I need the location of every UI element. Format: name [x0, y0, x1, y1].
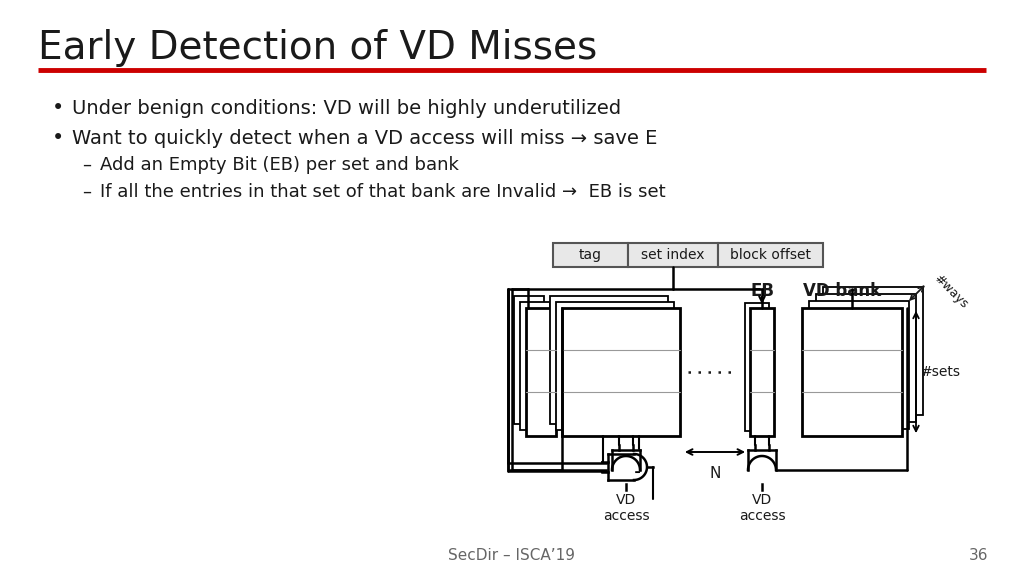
Text: VD
access: VD access [738, 493, 785, 523]
Bar [514, 296, 544, 424]
Polygon shape [612, 450, 640, 470]
Text: Under benign conditions: VD will be highly underutilized: Under benign conditions: VD will be high… [72, 98, 622, 118]
Text: 36: 36 [969, 548, 988, 563]
Bar [628, 243, 718, 267]
Text: –: – [82, 183, 91, 201]
Text: Add an Empty Bit (EB) per set and bank: Add an Empty Bit (EB) per set and bank [100, 156, 459, 174]
Text: block offset: block offset [730, 248, 811, 262]
Text: tag: tag [579, 248, 602, 262]
Text: SecDir – ISCA’19: SecDir – ISCA’19 [449, 548, 575, 563]
Polygon shape [748, 450, 776, 470]
Bar [809, 301, 909, 429]
Text: set index: set index [641, 248, 705, 262]
Polygon shape [608, 454, 634, 480]
Text: •: • [52, 128, 65, 148]
Bar [520, 302, 550, 430]
Text: •: • [52, 98, 65, 118]
Text: Early Detection of VD Misses: Early Detection of VD Misses [38, 29, 597, 67]
Bar [745, 303, 769, 431]
Text: Want to quickly detect when a VD access will miss → save E: Want to quickly detect when a VD access … [72, 128, 657, 147]
Bar [802, 308, 902, 436]
Text: EB: EB [750, 282, 774, 300]
Bar [750, 308, 774, 436]
Text: VD bank: VD bank [803, 282, 881, 300]
Bar [556, 302, 674, 430]
Bar [550, 296, 668, 424]
Text: VD
access: VD access [603, 493, 649, 523]
Text: N: N [710, 466, 721, 481]
Text: #ways: #ways [931, 272, 970, 311]
Bar [553, 243, 628, 267]
Text: If all the entries in that set of that bank are Invalid →  EB is set: If all the entries in that set of that b… [100, 183, 666, 201]
Text: #sets: #sets [921, 365, 961, 379]
Bar [526, 308, 556, 436]
Bar [823, 287, 923, 415]
Text: –: – [82, 156, 91, 174]
Bar [816, 294, 916, 422]
Bar [562, 308, 680, 436]
Bar [718, 243, 823, 267]
